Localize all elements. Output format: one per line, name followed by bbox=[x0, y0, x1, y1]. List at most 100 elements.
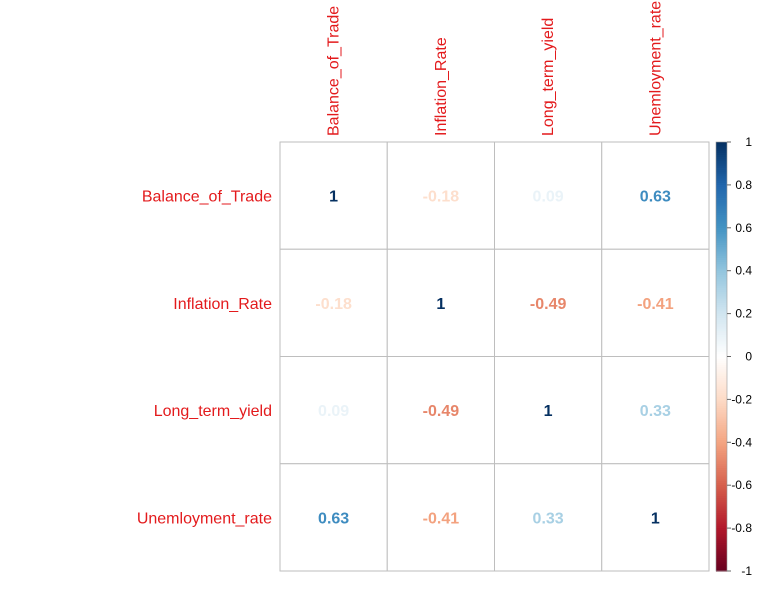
colorbar-segment bbox=[716, 255, 727, 259]
colorbar-segment bbox=[716, 474, 727, 478]
colorbar-segment bbox=[716, 429, 727, 433]
colorbar-segment bbox=[716, 551, 727, 555]
colorbar-segment bbox=[716, 317, 727, 321]
colorbar-segment bbox=[716, 236, 727, 240]
colorbar-segment bbox=[716, 519, 727, 523]
colorbar-segment bbox=[716, 242, 727, 246]
colorbar-segment bbox=[716, 440, 727, 443]
colorbar-segment bbox=[716, 427, 727, 431]
colorbar-segment bbox=[716, 259, 727, 263]
colorbar-segment bbox=[716, 358, 727, 362]
colorbar-segment bbox=[716, 176, 727, 180]
colorbar-segment bbox=[716, 506, 727, 510]
colorbar-segment bbox=[716, 287, 727, 291]
matrix-cell bbox=[601, 141, 710, 250]
colorbar-segment bbox=[716, 217, 727, 220]
cell-values: 1 -0.18 0.09 0.63 -0.18 1 -0.49 -0.41 0.09 -0.49 1… bbox=[315, 189, 673, 528]
colorbar-segment bbox=[716, 555, 727, 559]
row-label: Balance_of_Trade bbox=[142, 189, 272, 206]
cell-value: 1 bbox=[436, 296, 445, 313]
colorbar-segment bbox=[716, 341, 727, 345]
row-labels: Balance_of_Trade Inflation_Rate Long_term_… bbox=[137, 189, 272, 528]
colorbar-segment bbox=[716, 416, 727, 420]
colorbar-segment bbox=[716, 191, 727, 195]
cell-value: 0.63 bbox=[318, 510, 349, 527]
colorbar-segment bbox=[716, 277, 727, 280]
column-label: Long_term_yield bbox=[540, 18, 557, 136]
colorbar-segment bbox=[716, 373, 727, 377]
colorbar-segment bbox=[716, 528, 727, 531]
colorbar-segment bbox=[716, 337, 727, 340]
colorbar-segment bbox=[716, 523, 727, 527]
colorbar-segment bbox=[716, 174, 727, 177]
colorbar-segment bbox=[716, 305, 727, 308]
colorbar: 1 0.8 0.6 0.4 0.2 0 -0.2 -0.4 -0.6 -0.8 -1 bbox=[715, 135, 752, 578]
matrix-cell bbox=[494, 463, 603, 572]
colorbar-segment bbox=[716, 283, 727, 287]
colorbar-segment bbox=[716, 472, 727, 476]
colorbar-segment bbox=[716, 193, 727, 197]
colorbar-segment bbox=[716, 309, 727, 313]
matrix-cell bbox=[494, 248, 603, 357]
colorbar-segment bbox=[716, 407, 727, 411]
colorbar-segment bbox=[716, 517, 727, 521]
matrix-cell bbox=[494, 141, 603, 250]
colorbar-segment bbox=[716, 324, 727, 328]
colorbar-segment bbox=[716, 223, 727, 227]
colorbar-segment bbox=[716, 290, 727, 293]
colorbar-segment bbox=[716, 184, 727, 188]
colorbar-segment bbox=[716, 165, 727, 169]
colorbar-segment bbox=[716, 238, 727, 242]
colorbar-segment bbox=[716, 435, 727, 439]
colorbar-segment bbox=[716, 159, 727, 162]
colorbar-segment bbox=[716, 560, 727, 564]
colorbar-segment bbox=[716, 463, 727, 467]
colorbar-segment bbox=[716, 362, 727, 366]
colorbar-segment bbox=[716, 270, 727, 274]
colorbar-segment bbox=[716, 498, 727, 501]
colorbar-segment bbox=[716, 397, 727, 400]
colorbar-segment bbox=[716, 154, 727, 158]
cell-value: 0.33 bbox=[640, 403, 671, 420]
colorbar-segment bbox=[716, 384, 727, 388]
colorbar-segment bbox=[716, 214, 727, 218]
colorbar-segment bbox=[716, 343, 727, 347]
colorbar-segment bbox=[716, 146, 727, 150]
colorbar-segment bbox=[716, 465, 727, 469]
colorbar-segment bbox=[716, 382, 727, 385]
colorbar-segment bbox=[716, 433, 727, 437]
colorbar-segment bbox=[716, 431, 727, 435]
colorbar-segment bbox=[716, 180, 727, 184]
colorbar-segment bbox=[716, 208, 727, 212]
colorbar-segment bbox=[716, 549, 727, 553]
row-label: Inflation_Rate bbox=[173, 296, 272, 313]
colorbar-segment bbox=[716, 332, 727, 336]
cell-value: -0.49 bbox=[530, 296, 567, 313]
colorbar-segment bbox=[716, 328, 727, 332]
colorbar-segment bbox=[716, 274, 727, 278]
colorbar-segment bbox=[716, 538, 727, 542]
colorbar-segment bbox=[716, 326, 727, 330]
colorbar-segment bbox=[716, 414, 727, 418]
colorbar-tick-label: 1 bbox=[745, 135, 752, 149]
colorbar-segment bbox=[716, 189, 727, 192]
colorbar-segment bbox=[716, 418, 727, 422]
colorbar-segment bbox=[716, 369, 727, 373]
colorbar-segment bbox=[716, 562, 727, 566]
colorbar-segment bbox=[716, 534, 727, 538]
colorbar-segment bbox=[716, 360, 727, 364]
colorbar-segment bbox=[716, 345, 727, 349]
colorbar-tick-label: 0.4 bbox=[735, 264, 752, 278]
colorbar-segment bbox=[716, 142, 727, 145]
colorbar-segment bbox=[716, 457, 727, 461]
colorbar-tick-label: -0.4 bbox=[731, 435, 752, 449]
colorbar-segment bbox=[716, 412, 727, 416]
colorbar-segment bbox=[716, 354, 727, 358]
colorbar-segment bbox=[716, 446, 727, 450]
colorbar-segment bbox=[716, 459, 727, 463]
colorbar-segment bbox=[716, 197, 727, 201]
matrix-cell bbox=[601, 463, 710, 572]
colorbar-tick-label: -0.6 bbox=[731, 478, 752, 492]
colorbar-segment bbox=[716, 508, 727, 512]
colorbar-segment bbox=[716, 489, 727, 493]
